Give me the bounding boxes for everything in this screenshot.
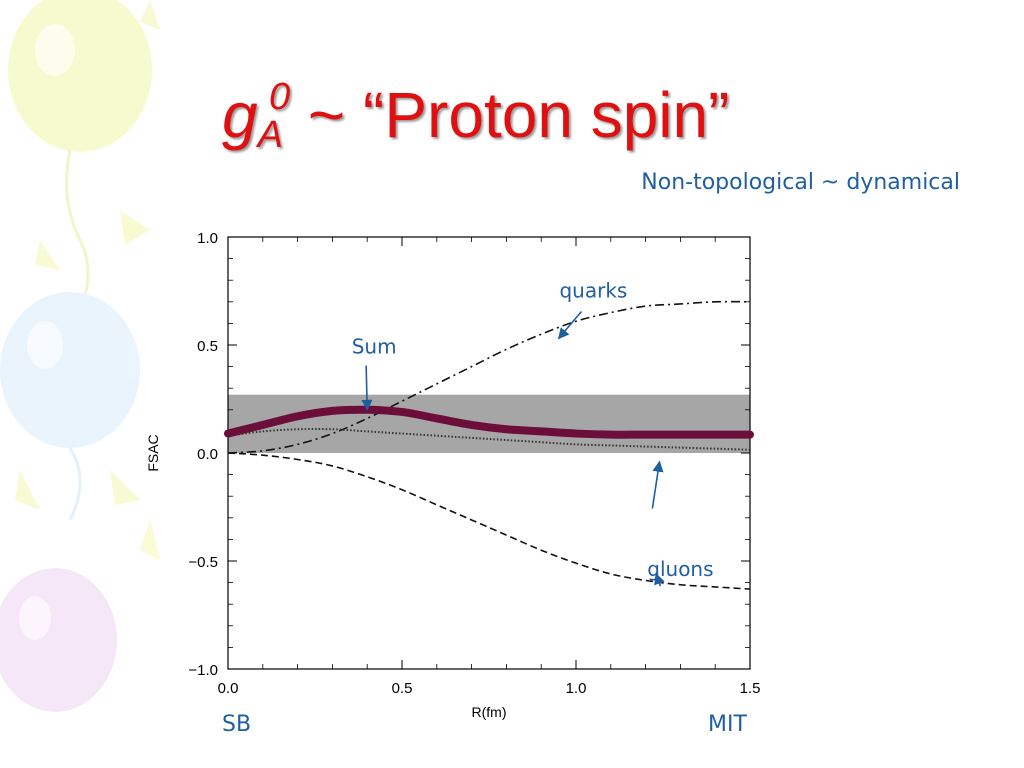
sb-label: SB xyxy=(222,712,252,737)
x-tick-label: 1.5 xyxy=(740,680,761,697)
title-g: g xyxy=(222,79,258,151)
title-subscript: A xyxy=(257,114,283,156)
y-tick-label: 0.0 xyxy=(197,446,218,463)
y-tick-label: −1.0 xyxy=(188,662,218,679)
y-tick-label: −0.5 xyxy=(188,554,218,571)
subtitle: Non-topological ~ dynamical xyxy=(641,170,960,195)
sum-annotation-arrow xyxy=(361,365,373,411)
extra-arrow-arrow xyxy=(651,460,664,509)
x-tick-label: 1.0 xyxy=(566,680,587,697)
slide-title: gA0 ~ “Proton spin” xyxy=(222,78,729,154)
y-tick-label: 1.0 xyxy=(197,230,218,247)
balloon-decoration xyxy=(0,0,160,712)
title-superscript: 0 xyxy=(268,76,291,118)
gluons-annotation-arrow xyxy=(654,572,665,587)
quarks-curve xyxy=(227,300,751,454)
sum-curve xyxy=(224,405,754,439)
mit-label: MIT xyxy=(708,712,747,737)
gluons-annotation-label: gluons xyxy=(647,557,713,581)
quarks-annotation-arrow xyxy=(557,310,583,340)
x-tick-label: 0.0 xyxy=(218,680,239,697)
y-tick-label: 0.5 xyxy=(197,338,218,355)
title-rest: ~ “Proton spin” xyxy=(290,79,730,151)
y-axis-label: FSAC xyxy=(145,434,161,471)
quarks-annotation-label: quarks xyxy=(559,278,627,302)
x-tick-label: 0.5 xyxy=(392,680,413,697)
x-axis-label: R(fm) xyxy=(472,704,507,720)
sum-annotation-label: Sum xyxy=(352,335,397,359)
